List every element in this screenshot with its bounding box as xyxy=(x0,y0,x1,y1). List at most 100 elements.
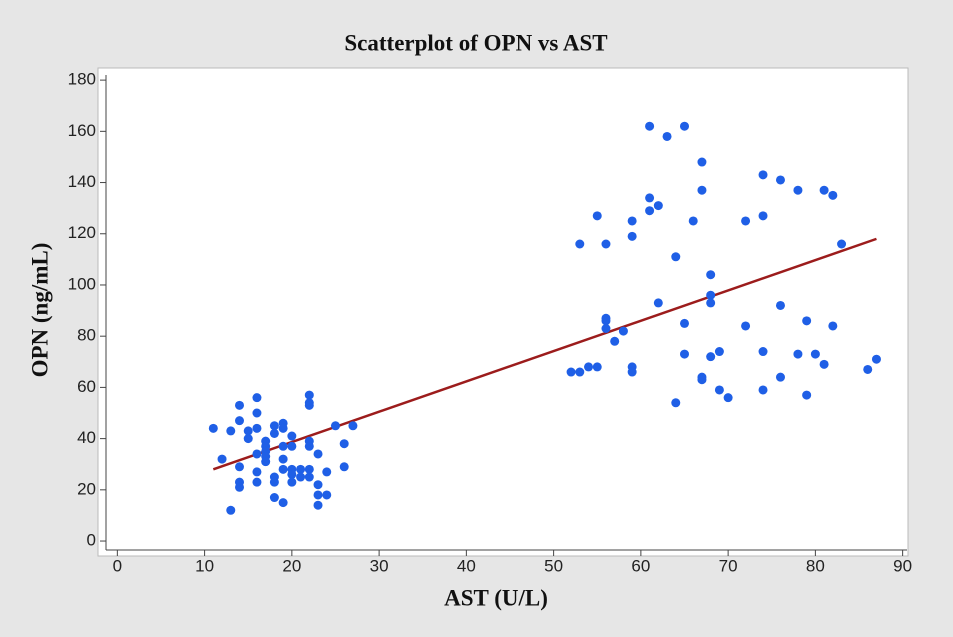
point xyxy=(339,462,349,472)
point xyxy=(793,349,803,359)
point xyxy=(871,354,881,364)
point xyxy=(208,423,218,433)
point xyxy=(601,239,611,249)
point xyxy=(243,426,253,436)
point xyxy=(592,211,602,221)
point xyxy=(775,372,785,382)
point xyxy=(645,121,655,131)
point xyxy=(261,457,271,467)
point xyxy=(819,185,829,195)
point xyxy=(671,252,681,262)
point xyxy=(304,464,314,474)
y-tick-label: 40 xyxy=(77,428,96,447)
point xyxy=(313,490,323,500)
point xyxy=(863,364,873,374)
point xyxy=(706,290,716,300)
point xyxy=(322,467,332,477)
point xyxy=(810,349,820,359)
point xyxy=(653,201,663,211)
point xyxy=(235,462,244,472)
point xyxy=(287,431,297,441)
x-tick-label: 10 xyxy=(195,556,214,575)
point xyxy=(269,428,279,438)
y-tick-label: 80 xyxy=(77,326,96,345)
point xyxy=(662,131,672,141)
point xyxy=(584,362,594,372)
x-tick-label: 0 xyxy=(113,556,122,575)
point xyxy=(627,367,637,377)
y-tick-label: 100 xyxy=(68,274,96,293)
point xyxy=(697,157,707,167)
point xyxy=(278,423,288,433)
point xyxy=(706,270,716,280)
point xyxy=(243,434,253,444)
y-tick-label: 0 xyxy=(87,531,96,550)
point xyxy=(278,464,288,474)
point xyxy=(313,500,323,510)
point xyxy=(278,441,288,451)
point xyxy=(601,316,611,326)
point xyxy=(269,421,279,431)
point xyxy=(278,498,288,508)
point xyxy=(575,239,585,249)
point xyxy=(697,185,707,195)
point xyxy=(645,193,655,203)
x-tick-label: 30 xyxy=(370,556,389,575)
point xyxy=(592,362,602,372)
x-tick-label: 60 xyxy=(631,556,650,575)
point xyxy=(226,426,236,436)
point xyxy=(252,393,262,403)
point xyxy=(706,298,716,308)
point xyxy=(758,347,768,357)
point xyxy=(287,441,297,451)
x-tick-label: 40 xyxy=(457,556,476,575)
point xyxy=(235,482,244,492)
point xyxy=(775,175,785,185)
point xyxy=(322,490,332,500)
point xyxy=(304,400,314,410)
point xyxy=(252,449,262,459)
point xyxy=(252,408,262,418)
point xyxy=(741,216,751,226)
point xyxy=(775,300,785,310)
y-axis-label: OPN (ng/mL) xyxy=(27,243,52,378)
point xyxy=(828,190,838,200)
point xyxy=(618,326,628,336)
point xyxy=(339,439,349,449)
x-tick-label: 20 xyxy=(282,556,301,575)
point xyxy=(758,385,768,395)
point xyxy=(269,493,279,503)
point xyxy=(802,390,812,400)
x-tick-label: 90 xyxy=(893,556,912,575)
point xyxy=(304,472,314,482)
point xyxy=(680,121,689,131)
point xyxy=(287,477,297,487)
point xyxy=(758,170,768,180)
x-axis-label: AST (U/L) xyxy=(444,585,548,610)
y-tick-label: 60 xyxy=(77,377,96,396)
point xyxy=(217,454,227,464)
point xyxy=(758,211,768,221)
point xyxy=(671,398,681,408)
point xyxy=(714,347,724,357)
point xyxy=(252,477,262,487)
point xyxy=(330,421,340,431)
point xyxy=(601,324,611,334)
point xyxy=(680,349,689,359)
point xyxy=(296,472,306,482)
point xyxy=(252,467,262,477)
point xyxy=(287,469,297,479)
point xyxy=(697,375,707,385)
point xyxy=(313,480,323,490)
point xyxy=(269,477,279,487)
point xyxy=(304,390,314,400)
point xyxy=(706,352,716,362)
point xyxy=(348,421,358,431)
y-tick-label: 160 xyxy=(68,121,96,140)
chart-title: Scatterplot of OPN vs AST xyxy=(344,30,607,55)
y-tick-label: 140 xyxy=(68,172,96,191)
point xyxy=(828,321,838,331)
point xyxy=(313,449,323,459)
point xyxy=(235,416,244,426)
